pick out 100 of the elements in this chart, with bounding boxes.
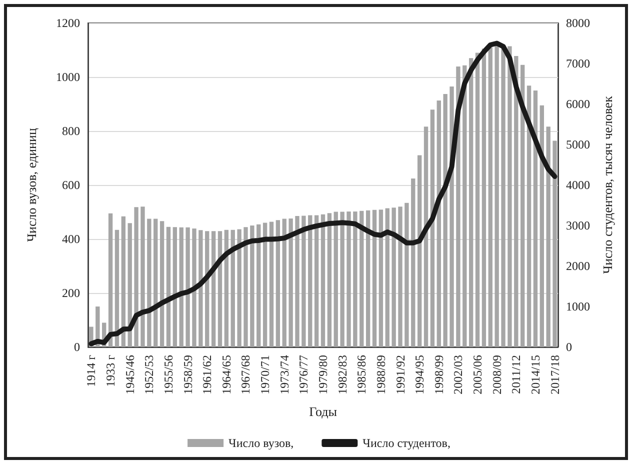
y-tick-label: 600 xyxy=(62,178,80,192)
x-tick-label: 1961/62 xyxy=(200,355,214,394)
bar xyxy=(526,86,532,347)
bar xyxy=(436,100,441,347)
x-tick-label: 1952/53 xyxy=(142,355,156,394)
bar xyxy=(179,227,184,347)
bar xyxy=(140,206,145,347)
x-tick-label: 1988/89 xyxy=(374,355,388,394)
legend-label: Число студентов, xyxy=(362,436,450,450)
bar xyxy=(186,227,190,347)
bar xyxy=(417,155,422,347)
bar xyxy=(108,213,113,347)
y2-tick-label: 0 xyxy=(566,340,572,354)
bar xyxy=(269,222,274,347)
bar xyxy=(314,215,319,347)
bar xyxy=(346,211,351,347)
x-tick-label: 2008/09 xyxy=(490,355,504,394)
y-axis-title: Число вузов, единиц xyxy=(24,128,39,242)
bar xyxy=(552,140,557,347)
x-tick-label: 1991/92 xyxy=(393,355,408,394)
bar xyxy=(443,94,448,347)
bar xyxy=(302,216,306,347)
x-tick-label: 2005/06 xyxy=(470,355,485,394)
bar xyxy=(520,64,525,347)
y2-tick-label: 8000 xyxy=(566,16,590,30)
bar xyxy=(411,178,416,347)
x-tick-label: 1955/56 xyxy=(161,355,176,394)
bar xyxy=(540,105,544,347)
bar xyxy=(154,218,158,347)
bar xyxy=(392,208,396,347)
bar xyxy=(533,90,538,347)
bar xyxy=(508,46,512,347)
x-tick-label: 1994/95 xyxy=(412,355,427,394)
bar xyxy=(546,126,550,347)
y-tick-label: 0 xyxy=(74,340,80,354)
legend-label: Число вузов, xyxy=(228,436,294,450)
bar xyxy=(353,211,358,347)
bar xyxy=(244,227,248,347)
x-tick-label: 1985/86 xyxy=(354,355,369,394)
bar xyxy=(327,213,332,347)
y-tick-label: 200 xyxy=(62,286,80,300)
bar xyxy=(192,228,196,347)
x-axis-title: Годы xyxy=(309,404,338,419)
bar xyxy=(282,218,286,347)
bar xyxy=(334,212,338,347)
y-tick-label: 1000 xyxy=(56,70,80,84)
y-tick-label: 800 xyxy=(62,124,80,138)
bar xyxy=(308,215,312,347)
bar xyxy=(468,58,474,347)
bar xyxy=(430,110,435,347)
bar xyxy=(482,48,486,347)
y2-tick-label: 5000 xyxy=(566,138,590,152)
x-tick-label: 1979/80 xyxy=(316,355,330,394)
x-tick-label: 1958/59 xyxy=(180,355,195,394)
bar xyxy=(198,230,203,347)
bar xyxy=(172,227,178,347)
y2-tick-label: 2000 xyxy=(566,259,590,273)
x-tick-label: 1945/46 xyxy=(122,355,137,394)
x-tick-label: 1970/71 xyxy=(258,355,272,394)
bar xyxy=(398,206,402,347)
x-tick-label: 1982/83 xyxy=(335,355,350,394)
bar xyxy=(160,221,164,347)
bar xyxy=(256,224,261,347)
bar xyxy=(147,218,152,347)
bar xyxy=(134,207,138,347)
bar xyxy=(121,216,126,347)
x-tick-label: 1967/68 xyxy=(238,355,253,394)
bar xyxy=(224,230,229,347)
bar xyxy=(462,65,467,347)
x-tick-label: 1914 г xyxy=(84,354,98,387)
y-tick-label: 1200 xyxy=(56,16,80,30)
y2-tick-label: 4000 xyxy=(566,178,590,192)
x-tick-label: 2017/18 xyxy=(548,355,562,394)
bar xyxy=(494,46,499,347)
x-tick-label: 2014/15 xyxy=(528,355,542,394)
y-tick-label: 400 xyxy=(62,232,80,246)
bar xyxy=(378,210,384,347)
bar xyxy=(488,47,492,347)
bar xyxy=(295,216,300,347)
x-tick-label: 2002/03 xyxy=(451,355,466,394)
bar xyxy=(262,222,268,347)
bar xyxy=(424,126,428,347)
bar xyxy=(340,212,344,347)
bar xyxy=(360,210,364,347)
bar xyxy=(166,226,171,347)
x-tick-label: 1998/99 xyxy=(432,355,446,394)
y2-tick-label: 7000 xyxy=(566,56,590,70)
bar xyxy=(276,220,280,347)
y2-tick-label: 1000 xyxy=(566,300,590,314)
bar xyxy=(385,208,390,347)
bar xyxy=(288,218,293,347)
bar xyxy=(114,230,120,347)
bar xyxy=(372,210,377,347)
x-tick-label: 1973/74 xyxy=(277,355,292,394)
bar xyxy=(250,226,254,347)
bar xyxy=(320,214,326,347)
y2-axis-title: Число студентов, тысяч человек xyxy=(600,95,615,274)
bar xyxy=(230,230,235,347)
x-tick-label: 1933 г xyxy=(104,354,118,387)
x-tick-label: 1964/65 xyxy=(219,355,234,394)
